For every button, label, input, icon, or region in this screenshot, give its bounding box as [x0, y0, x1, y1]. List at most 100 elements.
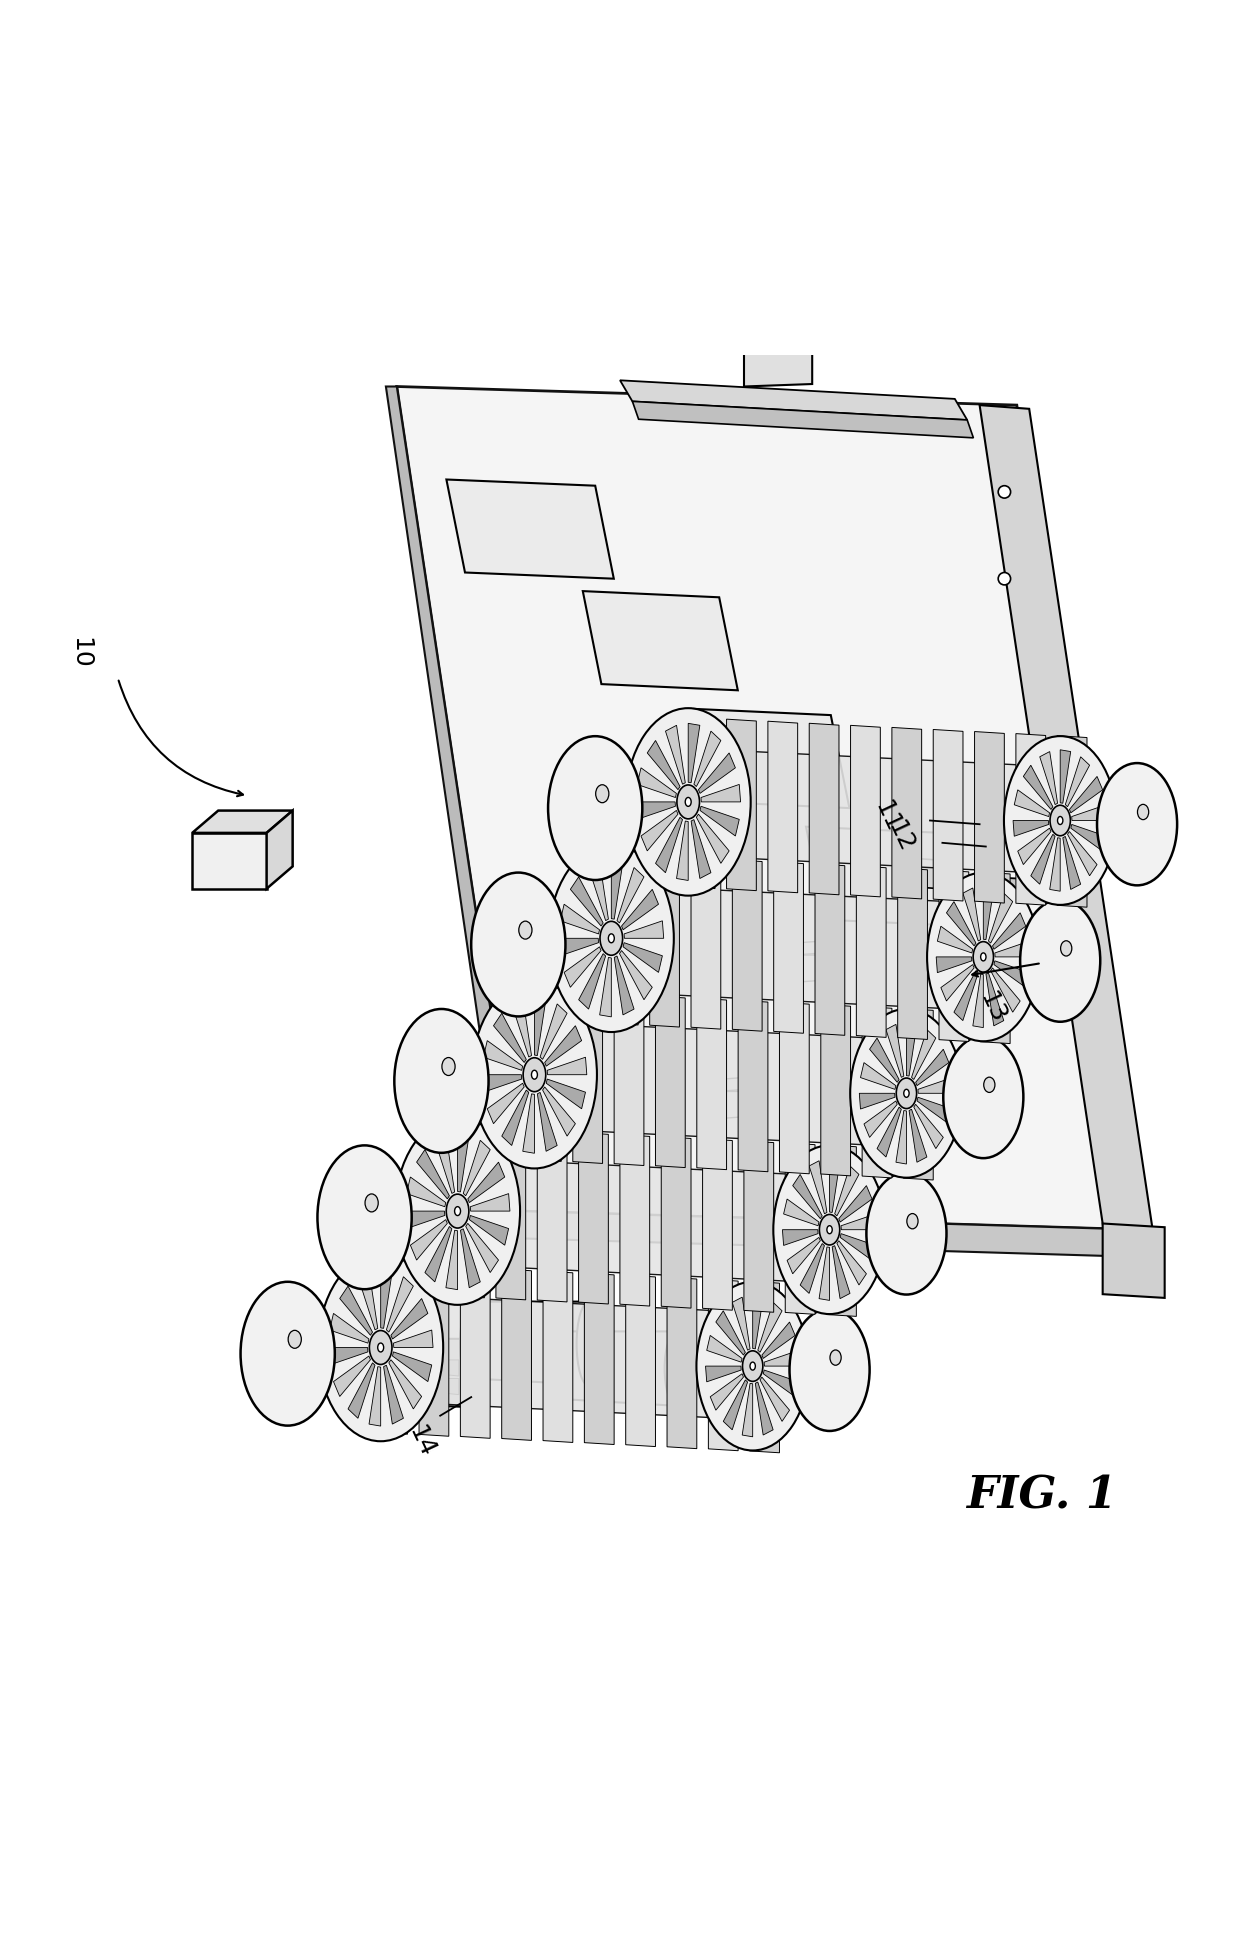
Polygon shape [782, 1229, 818, 1245]
Polygon shape [795, 956, 827, 981]
Polygon shape [706, 1366, 742, 1381]
Polygon shape [973, 974, 983, 1028]
Polygon shape [393, 1331, 433, 1348]
Polygon shape [750, 1282, 780, 1453]
Polygon shape [541, 1005, 567, 1059]
Polygon shape [992, 913, 1025, 950]
Polygon shape [718, 1091, 750, 1118]
Polygon shape [1058, 736, 1087, 907]
Ellipse shape [1097, 763, 1177, 886]
Polygon shape [827, 1145, 857, 1317]
Polygon shape [691, 858, 720, 1028]
Polygon shape [994, 960, 1029, 987]
Polygon shape [534, 997, 546, 1055]
Polygon shape [691, 819, 711, 878]
Polygon shape [405, 1212, 445, 1229]
Ellipse shape [759, 345, 766, 353]
Text: 10: 10 [68, 638, 93, 669]
Ellipse shape [600, 921, 622, 956]
Ellipse shape [472, 981, 596, 1169]
Polygon shape [981, 872, 1011, 1044]
Ellipse shape [897, 1079, 916, 1108]
Polygon shape [537, 1093, 557, 1151]
Polygon shape [701, 784, 740, 802]
Polygon shape [760, 1377, 790, 1422]
Polygon shape [381, 1268, 392, 1329]
Polygon shape [1016, 734, 1045, 905]
Polygon shape [1018, 827, 1052, 864]
Polygon shape [348, 1364, 374, 1418]
Polygon shape [941, 964, 975, 1001]
Polygon shape [934, 730, 963, 901]
Polygon shape [744, 324, 825, 334]
Polygon shape [430, 1379, 443, 1395]
Polygon shape [579, 954, 605, 1009]
Polygon shape [1069, 776, 1102, 814]
Ellipse shape [1058, 816, 1063, 825]
Polygon shape [815, 864, 844, 1036]
Ellipse shape [609, 935, 614, 942]
Polygon shape [430, 1360, 443, 1375]
Polygon shape [446, 1360, 459, 1375]
Polygon shape [330, 1313, 368, 1342]
Polygon shape [620, 1135, 650, 1305]
Ellipse shape [471, 872, 565, 1016]
Polygon shape [915, 1050, 949, 1085]
Ellipse shape [577, 1301, 601, 1385]
Polygon shape [417, 1149, 449, 1198]
Ellipse shape [549, 845, 673, 1032]
Polygon shape [446, 1379, 459, 1395]
Ellipse shape [317, 1145, 412, 1290]
Polygon shape [624, 921, 663, 938]
Polygon shape [458, 1132, 469, 1192]
Polygon shape [496, 1128, 526, 1299]
Ellipse shape [750, 1362, 755, 1370]
Polygon shape [609, 853, 639, 1024]
Polygon shape [897, 1110, 906, 1165]
Polygon shape [792, 1175, 822, 1219]
Polygon shape [821, 1005, 851, 1176]
Polygon shape [795, 940, 833, 956]
Polygon shape [370, 1366, 381, 1426]
Polygon shape [471, 1301, 589, 1385]
Ellipse shape [446, 1194, 469, 1227]
Polygon shape [694, 732, 720, 786]
Polygon shape [686, 718, 715, 888]
Polygon shape [810, 1161, 827, 1214]
Polygon shape [820, 1247, 830, 1301]
Polygon shape [621, 890, 658, 931]
Polygon shape [340, 1286, 372, 1334]
Polygon shape [764, 1370, 799, 1397]
Ellipse shape [319, 1254, 443, 1442]
Polygon shape [991, 968, 1021, 1013]
Polygon shape [911, 1030, 936, 1079]
Ellipse shape [626, 708, 750, 896]
Ellipse shape [973, 942, 993, 972]
Polygon shape [391, 1299, 428, 1338]
Polygon shape [398, 1360, 410, 1375]
Polygon shape [656, 997, 686, 1167]
Polygon shape [647, 741, 680, 790]
Ellipse shape [523, 1057, 546, 1093]
Polygon shape [614, 993, 644, 1165]
Polygon shape [869, 1038, 899, 1083]
Polygon shape [458, 1157, 830, 1284]
Ellipse shape [983, 1077, 994, 1093]
Polygon shape [841, 1233, 875, 1260]
Polygon shape [570, 1331, 676, 1407]
Polygon shape [544, 1026, 582, 1065]
Polygon shape [975, 732, 1004, 903]
Polygon shape [637, 769, 676, 798]
Polygon shape [564, 946, 601, 987]
Polygon shape [780, 1003, 810, 1175]
Ellipse shape [378, 1342, 383, 1352]
Polygon shape [1050, 837, 1060, 892]
Polygon shape [397, 386, 1141, 1229]
Polygon shape [787, 1237, 821, 1274]
Polygon shape [1102, 1223, 1164, 1297]
Ellipse shape [1021, 899, 1100, 1022]
Polygon shape [334, 1356, 371, 1397]
Polygon shape [414, 1360, 427, 1375]
Polygon shape [733, 1297, 750, 1350]
Ellipse shape [981, 952, 986, 962]
